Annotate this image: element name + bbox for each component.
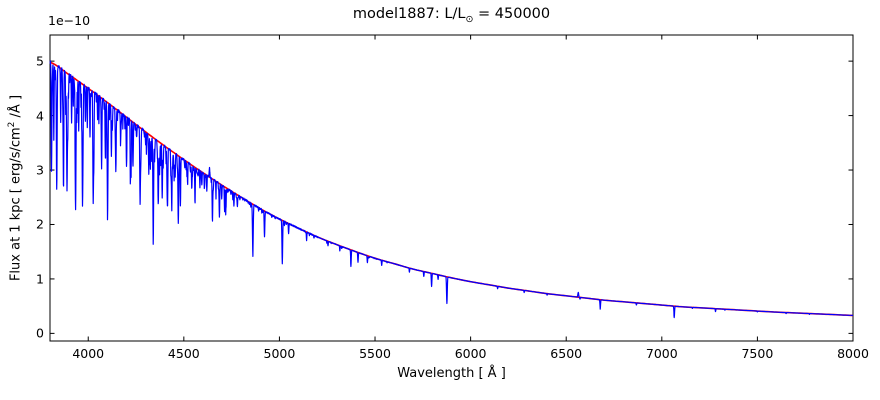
y-tick-label: 0 <box>36 325 44 341</box>
x-tick-label: 5000 <box>263 346 296 361</box>
y-axis-label: Flux at 1 kpc [ erg/s/cm2 /Å ] <box>7 27 23 349</box>
y-tick-label: 1 <box>36 271 44 287</box>
y-tick-label: 5 <box>36 53 44 69</box>
spectrum-curves <box>49 60 854 319</box>
x-tick-label: 6000 <box>454 346 487 361</box>
axes-frame <box>49 34 854 342</box>
x-axis-label: Wavelength [ Å ] <box>397 366 506 381</box>
x-tick-label: 7500 <box>741 346 774 361</box>
y-tick-label: 2 <box>36 216 44 232</box>
y-axis-label-text: Flux at 1 kpc [ erg/s/cm <box>8 127 24 282</box>
tick-marks <box>50 35 854 341</box>
plot-title-prefix: model1887: L/L <box>352 6 466 22</box>
y-tick-label: 4 <box>36 108 44 124</box>
spectrum-line <box>49 60 854 319</box>
plot-title-suffix: = 450000 <box>473 6 551 22</box>
x-tick-label: 6500 <box>550 346 583 361</box>
y-axis-label-superscript: 2 <box>7 121 17 128</box>
x-tick-label: 8000 <box>837 346 869 361</box>
y-axis-offset-text: 1e−10 <box>48 13 91 28</box>
x-tick-label: 7000 <box>645 346 678 361</box>
y-tick-label: 3 <box>36 162 44 178</box>
plot-title: model1887: L/L⊙ = 450000 <box>50 6 853 25</box>
x-tick-label: 5500 <box>359 346 391 361</box>
x-tick-label: 4000 <box>72 346 105 361</box>
y-axis-label-units: /Å ] <box>8 94 24 122</box>
x-tick-label: 4500 <box>167 346 200 361</box>
sun-symbol: ⊙ <box>465 13 474 25</box>
